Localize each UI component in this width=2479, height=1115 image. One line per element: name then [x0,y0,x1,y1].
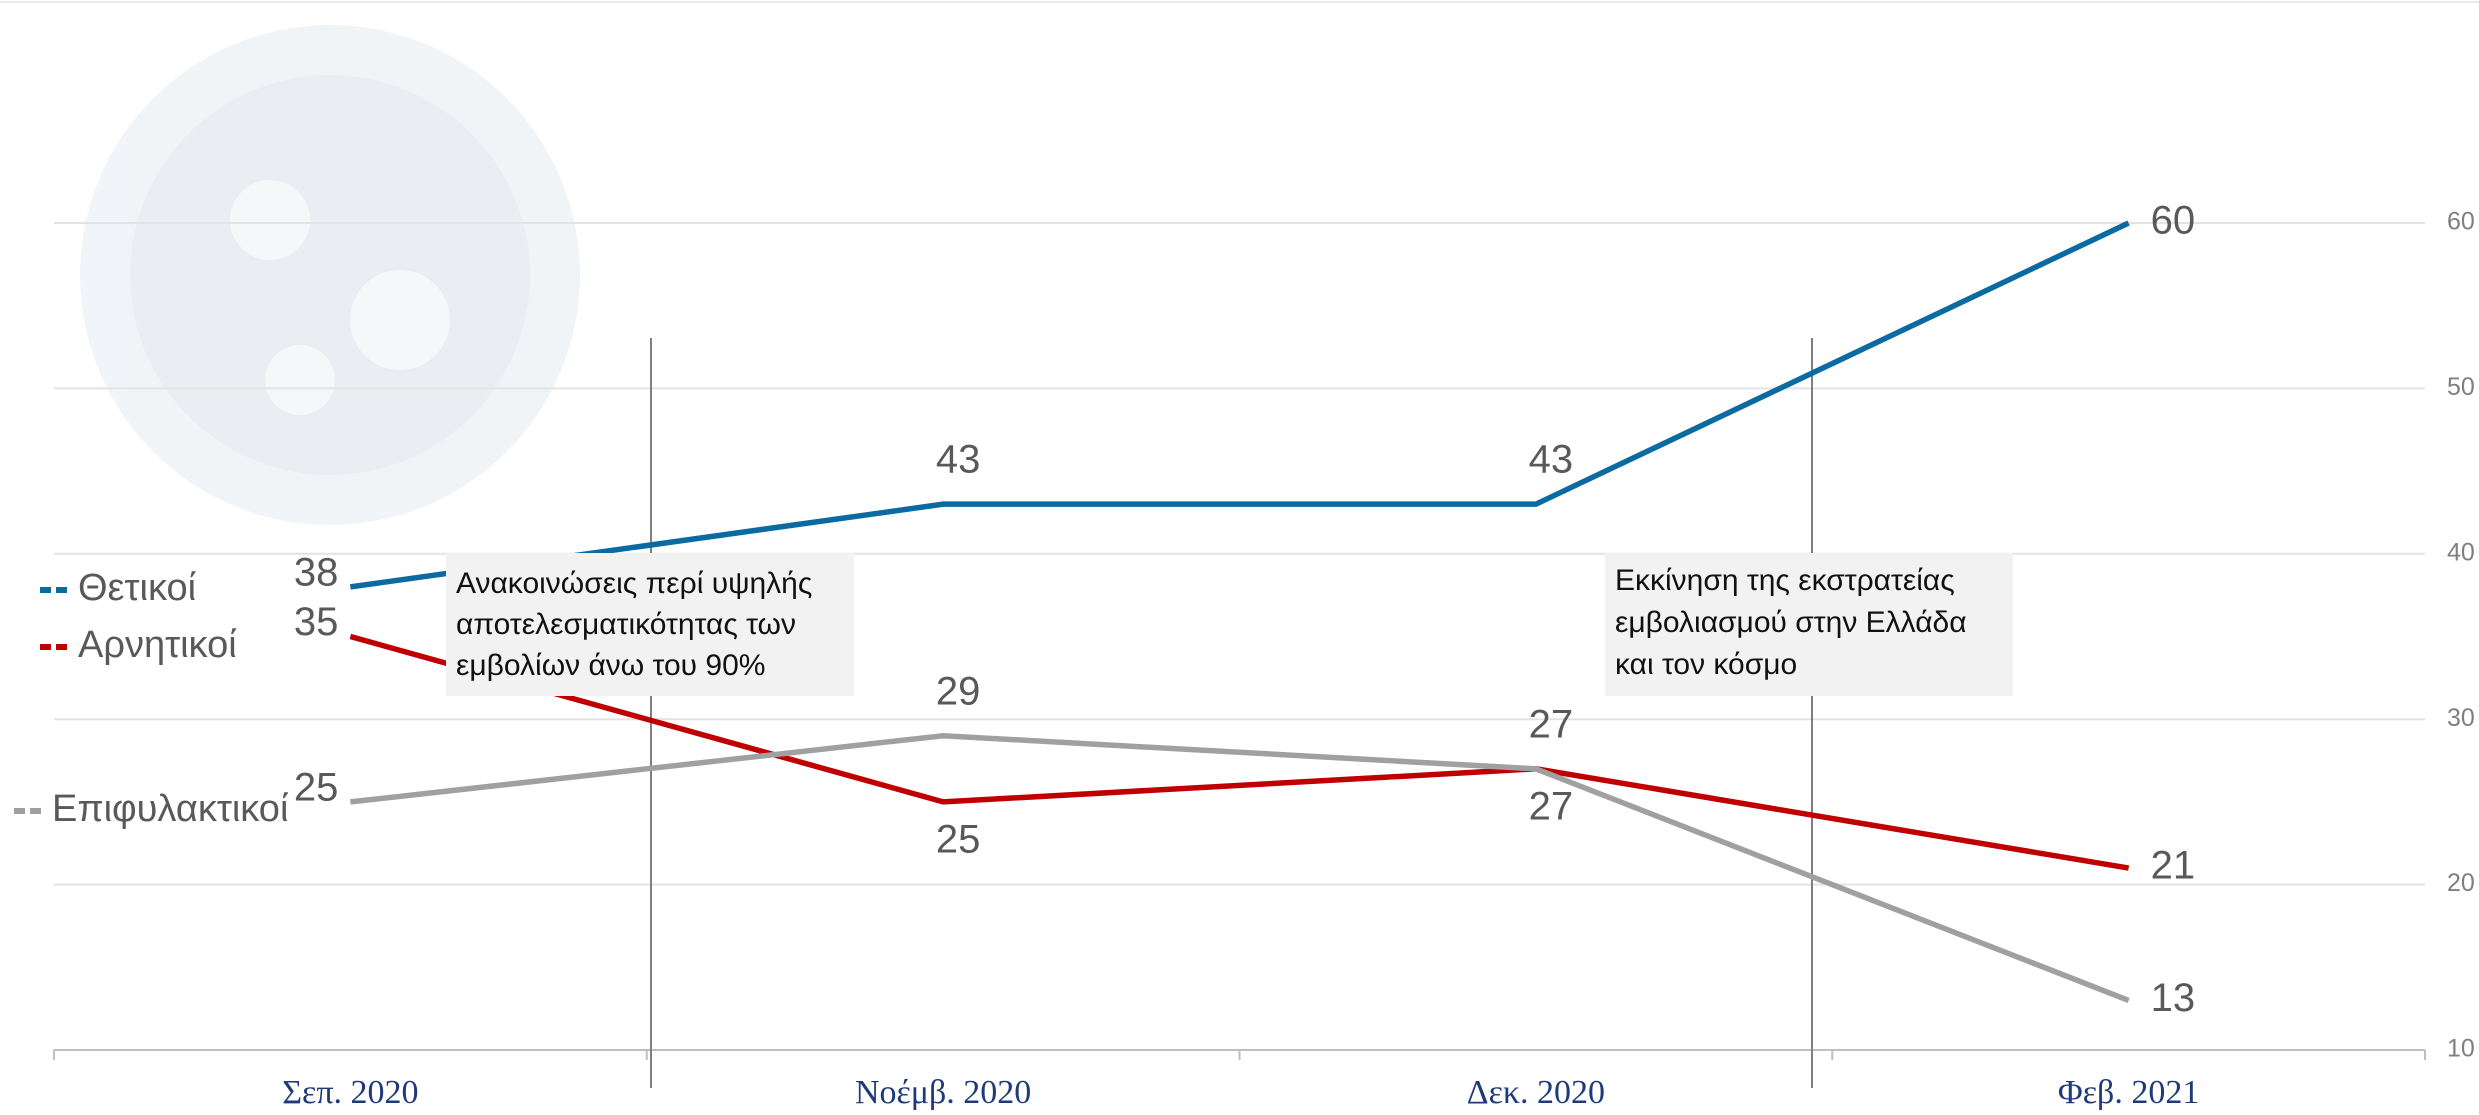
data-label: 13 [2151,976,2196,1020]
annotation-text: εμβολίων άνω του 90% [456,649,765,682]
data-label: 38 [294,550,339,594]
x-tick-label: Νοέμβ. 2020 [855,1074,1031,1111]
annotations [650,338,1813,1088]
x-tick-label: Φεβ. 2021 [2058,1074,2199,1111]
data-label: 60 [2151,199,2196,243]
plot: 38 43 43 60 35 25 27 21 25 29 27 13 [294,199,2195,1020]
y-tick-label: 30 [2447,704,2475,732]
y-tick-label: 20 [2447,869,2475,897]
data-label: 43 [1529,438,1574,482]
x-tick-label: Σεπ. 2020 [282,1074,418,1111]
legend: Θετικοί Αρνητικοί Επιφυλακτικοί [14,567,289,830]
data-label: 35 [294,600,339,644]
y-tick-label: 60 [2447,208,2475,236]
data-label: 25 [294,765,339,809]
annotation-text: και τον κόσμο [1615,648,1797,681]
virus-decoration [80,25,580,525]
data-label: 27 [1529,702,1574,746]
annotation-text: αποτελεσματικότητας των [456,608,796,641]
annotation-text: Εκκίνηση της εκστρατείας [1615,564,1955,597]
series-line [349,220,2130,590]
data-label: 21 [2151,844,2196,888]
y-tick-label: 50 [2447,373,2475,401]
data-label: 29 [936,669,981,713]
y-tick-label: 40 [2447,538,2475,566]
legend-label: Αρνητικοί [78,624,237,666]
series-line [350,732,2130,1003]
annotation-box: Ανακοινώσεις περί υψηλής αποτελεσματικότ… [446,553,854,696]
legend-label: Επιφυλακτικοί [52,788,289,830]
legend-label: Θετικοί [78,567,197,609]
series-line [349,633,2130,871]
data-label: 27 [1529,784,1574,828]
annotation-text: εμβολιασμού στην Ελλάδα [1615,606,1967,639]
annotation-text: Ανακοινώσεις περί υψηλής [456,567,812,600]
data-label: 43 [936,438,981,482]
data-label: 25 [936,817,981,861]
y-tick-label: 10 [2447,1035,2475,1063]
annotation-box: Εκκίνηση της εκστρατείας εμβολιασμού στη… [1605,553,2013,696]
x-tick-label: Δεκ. 2020 [1467,1074,1605,1111]
